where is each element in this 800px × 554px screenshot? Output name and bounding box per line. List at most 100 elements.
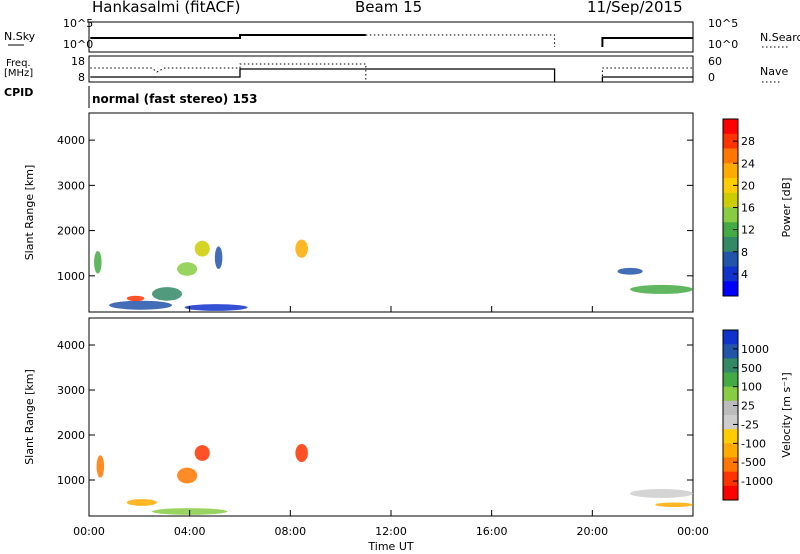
colorbars: 28 24 20 16 12 8 4 Power [dB] 1000 500 100 25 -25 -10…: [722, 118, 793, 501]
power-echo-2: [126, 295, 145, 302]
power-colorbar-swatch: [723, 237, 738, 253]
power-colorbar-label: 28: [741, 135, 755, 148]
velocity-frame: [88, 317, 694, 517]
cpid-text: normal (fast stereo) 153: [92, 92, 258, 106]
power-colorbar-swatch: [723, 192, 738, 208]
nsky-label: N.Sky: [4, 30, 36, 43]
power-ytick-label: 4000: [57, 134, 85, 147]
freq-panel-frame: [88, 55, 694, 83]
velocity-colorbar-label: 25: [741, 400, 755, 413]
velocity-colorbar-label: -500: [741, 456, 766, 469]
date-title: 11/Sep/2015: [587, 0, 683, 16]
velocity-colorbar-swatch: [723, 400, 738, 416]
nsearch-label: N.Search: [760, 31, 800, 44]
power-echo-1: [109, 300, 173, 310]
xtick-label: 08:00: [274, 525, 306, 538]
xtick-label: 04:00: [174, 525, 206, 538]
power-colorbar-swatch: [723, 251, 738, 267]
velocity-colorbar: 1000 500 100 25 -25 -100 -500 -1000 Velocity [m …: [722, 329, 793, 501]
nsky-panel-frame: [88, 21, 694, 53]
velocity-colorbar-swatch: [723, 372, 738, 388]
power-colorbar-swatch: [723, 133, 738, 149]
velocity-colorbar-swatch: [723, 330, 738, 345]
velocity-colorbar-frame: [722, 329, 739, 501]
xtick-label: 00:00: [677, 525, 709, 538]
nsky-tick-top: 10^5: [63, 17, 93, 30]
freq-line: [90, 68, 556, 82]
power-panel: 4000 3000 2000 1000 Slant Range [km]: [23, 112, 694, 313]
power-echo-8: [184, 304, 248, 311]
power-echo-5: [194, 240, 210, 257]
power-echo-10: [617, 267, 643, 275]
velocity-colorbar-label: 100: [741, 381, 762, 394]
nave-label: Nave: [760, 65, 789, 78]
freq-label: Freq.: [6, 58, 31, 69]
velocity-colorbar-swatch: [723, 415, 738, 430]
velocity-echo-7: [655, 502, 693, 507]
power-colorbar-swatch: [723, 119, 738, 135]
power-colorbar-swatch: [723, 163, 738, 179]
xtick-label: 00:00: [73, 525, 105, 538]
power-colorbar-swatch: [723, 281, 738, 297]
beam-title: Beam 15: [355, 0, 423, 16]
nave-tick-bottom: 0: [708, 71, 715, 84]
freq-unit-label: [MHz]: [4, 68, 34, 79]
xtick-label: 16:00: [476, 525, 508, 538]
power-echo-7: [295, 239, 308, 258]
power-colorbar-label: 12: [741, 224, 755, 237]
velocity-colorbar-swatch: [723, 429, 738, 444]
power-colorbar-swatch: [723, 222, 738, 238]
cpid-label: CPID: [4, 86, 34, 99]
nave-line: [90, 63, 367, 80]
power-colorbar-title: Power [dB]: [780, 178, 793, 238]
power-colorbar-swatch: [723, 266, 738, 282]
velocity-echo-2: [177, 467, 198, 484]
nave-line-late: [601, 67, 693, 80]
velocity-colorbar-label: -100: [741, 437, 766, 450]
velocity-ytick-label: 1000: [57, 474, 85, 487]
velocity-panel: 4000 3000 2000 1000 Slant Range [km]: [23, 317, 694, 517]
nsearch-tick-bottom: 10^0: [708, 38, 738, 51]
power-colorbar-label: 4: [741, 268, 748, 281]
power-colorbar-label: 8: [741, 246, 748, 259]
power-colorbar-label: 16: [741, 202, 755, 215]
velocity-echo-3: [194, 445, 210, 461]
xtick-label: 20:00: [576, 525, 608, 538]
axes: 00:00 04:00 08:00 12:00 16:00 20:00 00:00 Time …: [73, 525, 709, 553]
power-ylabel: Slant Range [km]: [23, 165, 36, 261]
power-echo-3: [151, 287, 183, 301]
velocity-colorbar-swatch: [723, 386, 738, 402]
power-echo-9: [630, 284, 694, 294]
velocity-colorbar-swatch: [723, 344, 738, 359]
power-colorbar: 28 24 20 16 12 8 4 Power [dB]: [722, 118, 793, 297]
power-echo-4: [177, 262, 198, 276]
nsearch-line: [365, 34, 556, 47]
velocity-ylabel: Slant Range [km]: [23, 369, 36, 465]
velocity-colorbar-label: -1000: [741, 475, 773, 488]
velocity-echo-0: [96, 455, 105, 478]
velocity-echo-1: [126, 499, 157, 506]
power-colorbar-label: 20: [741, 179, 755, 192]
power-colorbar-label: 24: [741, 157, 755, 170]
freq-tick-top: 18: [71, 55, 85, 68]
power-echo-0: [94, 250, 102, 274]
power-colorbar-swatch: [723, 178, 738, 194]
velocity-echo-4: [295, 444, 308, 462]
velocity-colorbar-swatch: [723, 457, 738, 473]
nsky-line: [90, 34, 366, 39]
nsky-line-late: [601, 37, 693, 47]
velocity-colorbar-label: -25: [741, 418, 759, 431]
power-frame: [88, 112, 694, 313]
power-colorbar-swatch: [723, 207, 738, 223]
velocity-colorbar-label: 1000: [741, 343, 769, 356]
velocity-ytick-label: 4000: [57, 339, 85, 352]
station-title: Hankasalmi (fitACF): [92, 0, 241, 16]
nsky-tick-bottom: 10^0: [63, 38, 93, 51]
velocity-colorbar-label: 500: [741, 362, 762, 375]
xtick-label: 12:00: [375, 525, 407, 538]
power-colorbar-swatch: [723, 148, 738, 164]
power-ytick-label: 2000: [57, 225, 85, 238]
power-ytick-label: 1000: [57, 270, 85, 283]
freq-line-late: [601, 76, 693, 82]
